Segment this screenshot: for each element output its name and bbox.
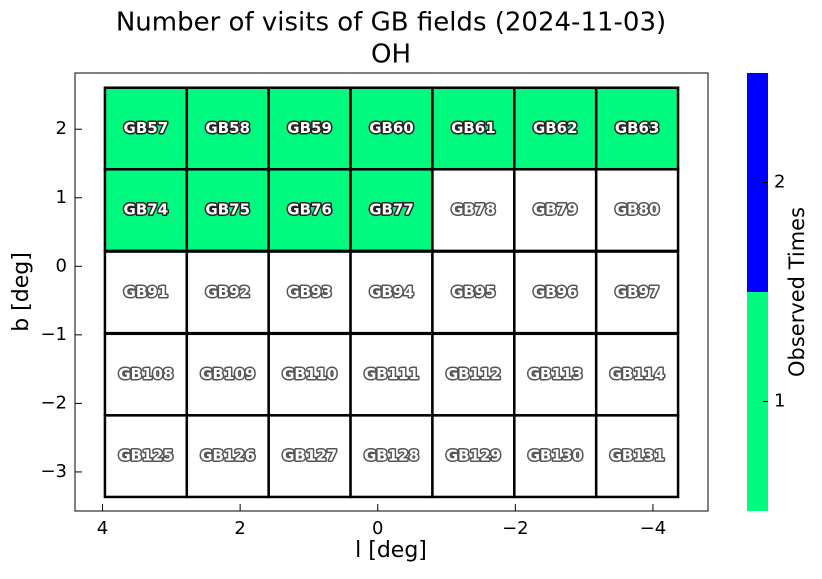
y-axis-label: b [deg] (9, 252, 34, 332)
x-tick-label: 0 (372, 518, 383, 539)
colorbar-tick-label: 2 (774, 172, 785, 193)
field-cell (103, 414, 189, 499)
field-label: GB76 (287, 201, 332, 219)
field-label: GB128 (364, 447, 419, 465)
field-cell (185, 332, 270, 417)
x-axis-label: l [deg] (355, 538, 427, 563)
x-tick-label: −4 (640, 518, 667, 539)
colorbar-tick-label: 1 (774, 391, 785, 412)
field-label: GB110 (282, 365, 337, 383)
field-label: GB93 (287, 283, 332, 301)
y-tick-label: −2 (40, 392, 67, 413)
field-label: GB108 (118, 365, 173, 383)
colorbar-segment (747, 292, 768, 511)
field-cell (103, 86, 189, 171)
field-label: GB63 (615, 119, 660, 137)
field-cell (594, 250, 680, 335)
field-cell (431, 250, 516, 335)
y-tick-label: −3 (40, 461, 67, 482)
field-label: GB127 (282, 447, 337, 465)
field-label: GB131 (610, 447, 665, 465)
field-label: GB94 (369, 283, 414, 301)
field-label: GB57 (124, 119, 169, 137)
field-label: GB126 (200, 447, 255, 465)
field-label: GB59 (287, 119, 332, 137)
field-label: GB80 (615, 201, 660, 219)
field-label: GB95 (451, 283, 496, 301)
field-label: GB60 (369, 119, 414, 137)
y-tick-label: 1 (56, 187, 67, 208)
field-label: GB61 (451, 119, 496, 137)
field-label: GB97 (615, 283, 660, 301)
field-label: GB130 (528, 447, 583, 465)
y-tick-label: −1 (40, 324, 67, 345)
field-label: GB79 (533, 201, 578, 219)
field-cell (431, 168, 516, 253)
x-tick-label: 2 (234, 518, 245, 539)
field-label: GB58 (205, 119, 250, 137)
field-cell (513, 414, 598, 499)
field-label: GB125 (118, 447, 173, 465)
field-cell (594, 168, 680, 253)
field-cell (103, 168, 189, 253)
field-cell (267, 414, 352, 499)
colorbar-segment (747, 73, 768, 292)
field-label: GB109 (200, 365, 255, 383)
field-cell (185, 86, 270, 171)
field-label: GB129 (446, 447, 501, 465)
chart-subtitle: OH (371, 40, 411, 70)
colorbar-label: Observed Times (785, 207, 809, 377)
field-label: GB62 (533, 119, 578, 137)
field-label: GB96 (533, 283, 578, 301)
field-label: GB114 (610, 365, 665, 383)
x-tick-label: 4 (97, 518, 108, 539)
field-cell (185, 250, 270, 335)
field-cell (594, 414, 680, 499)
y-tick-label: 0 (56, 255, 67, 276)
field-cell (513, 250, 598, 335)
field-cell (513, 86, 598, 171)
field-label: GB78 (451, 201, 496, 219)
y-tick-label: 2 (56, 118, 67, 139)
field-label: GB111 (364, 365, 419, 383)
field-cell (267, 168, 352, 253)
chart-title: Number of visits of GB fields (2024-11-0… (116, 8, 666, 38)
field-label: GB92 (205, 283, 250, 301)
field-label: GB112 (446, 365, 501, 383)
field-label: GB91 (124, 283, 169, 301)
plot-frame (74, 72, 709, 512)
field-cell (103, 332, 189, 417)
field-label: GB77 (369, 201, 414, 219)
field-label: GB75 (205, 201, 250, 219)
field-label: GB74 (124, 201, 169, 219)
field-label: GB113 (528, 365, 583, 383)
field-cell (267, 250, 352, 335)
field-cell (513, 332, 598, 417)
x-tick-label: −2 (502, 518, 529, 539)
